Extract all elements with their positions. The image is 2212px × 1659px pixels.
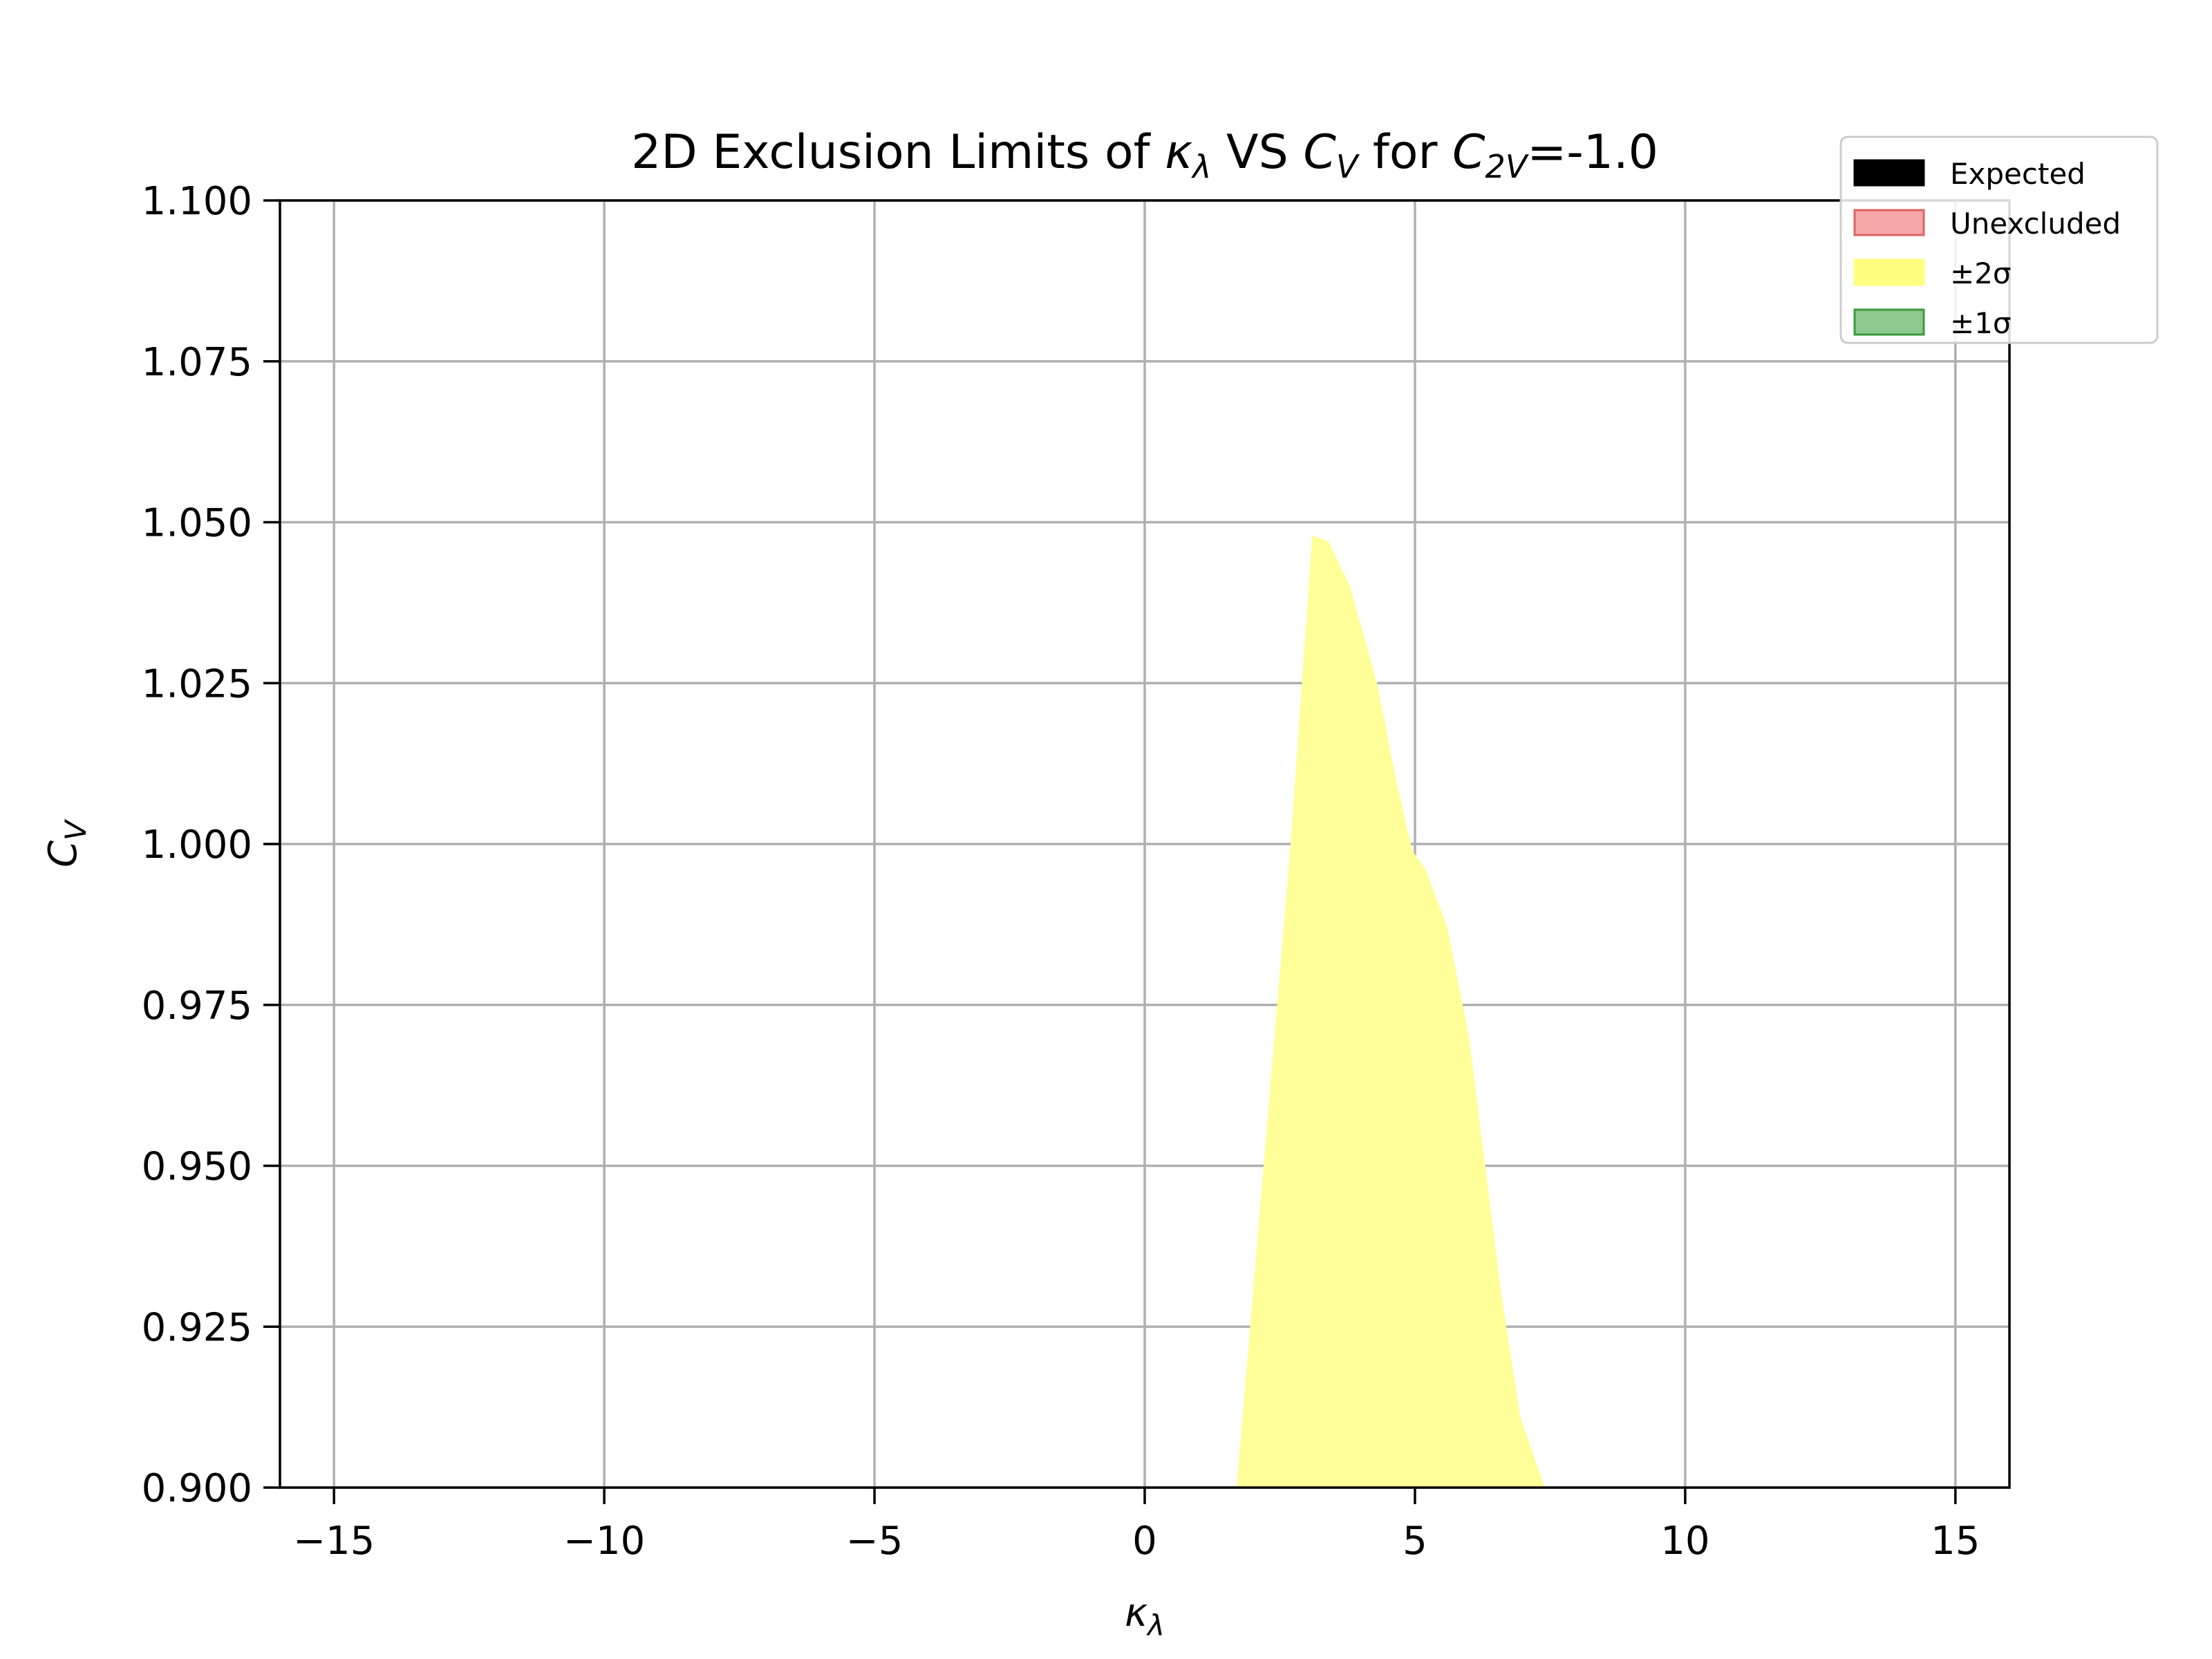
x-tick-label: −15 (293, 1519, 375, 1564)
series-layer (1236, 535, 1545, 1488)
legend-label: ±1σ (1950, 306, 2012, 340)
y-tick-label: 1.025 (142, 662, 252, 706)
y-tick-label: 1.075 (142, 340, 252, 385)
two-sigma-band-region (1236, 535, 1545, 1488)
x-tick-label: 10 (1660, 1519, 1709, 1564)
x-tick-label: 15 (1931, 1519, 1980, 1564)
legend: Expected Unexcluded ±2σ ±1σ (1839, 135, 2159, 344)
legend-label: Expected (1950, 157, 2086, 191)
y-tick-label: 0.925 (142, 1305, 252, 1350)
y-tick-label: 1.000 (142, 823, 252, 868)
legend-swatch (1853, 308, 1925, 336)
y-tick-label: 0.950 (142, 1145, 252, 1190)
legend-label: Unexcluded (1950, 207, 2121, 241)
y-tick-label: 1.100 (142, 179, 252, 224)
legend-box (1839, 135, 2159, 344)
legend-swatch (1853, 209, 1925, 236)
x-tick-label: 0 (1132, 1519, 1157, 1564)
y-tick-label: 0.975 (142, 984, 252, 1029)
legend-swatch (1853, 159, 1925, 187)
x-tick-label: 5 (1403, 1519, 1427, 1564)
legend-label: ±2σ (1950, 256, 2012, 290)
x-tick-label: −10 (563, 1519, 645, 1564)
x-axis-label: κλ (1125, 1591, 1165, 1642)
y-tick-label: 0.900 (142, 1466, 252, 1511)
y-tick-label: 1.050 (142, 501, 252, 546)
axis-ticks: −15 −10 −5 0 5 10 15 0.900 0.925 0.950 0.975 1.000 1… (142, 179, 1980, 1564)
chart-title: 2D Exclusion Limits of κλ VS CV for C2V=… (631, 125, 1658, 185)
legend-swatch (1853, 259, 1925, 286)
y-axis-label: CV (41, 818, 93, 868)
x-tick-label: −5 (846, 1519, 903, 1564)
